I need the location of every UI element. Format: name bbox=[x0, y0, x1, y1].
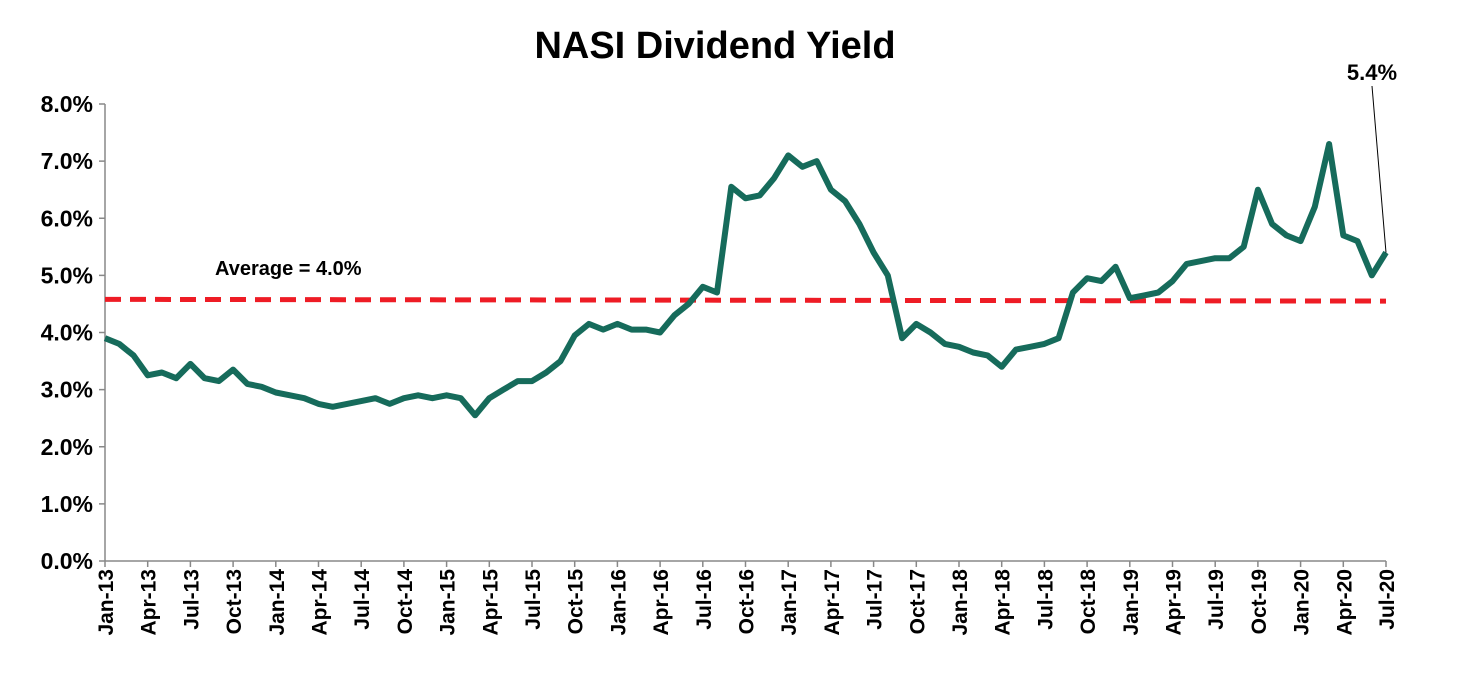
x-tick-label: Jul-14 bbox=[351, 569, 374, 630]
x-tick-label: Jul-16 bbox=[693, 569, 716, 630]
x-tick-label: Oct-14 bbox=[394, 569, 417, 635]
x-tick-label: Oct-18 bbox=[1077, 569, 1100, 635]
x-tick-label: Jan-18 bbox=[949, 569, 972, 636]
x-tick-label: Apr-19 bbox=[1163, 569, 1186, 636]
leader-line bbox=[1371, 85, 1387, 253]
x-tick-label: Jan-14 bbox=[266, 569, 289, 636]
x-tick-label: Apr-18 bbox=[992, 569, 1015, 636]
y-tick-label: 5.0% bbox=[41, 262, 93, 288]
x-tick-label: Jan-20 bbox=[1291, 569, 1314, 636]
y-tick-label: 4.0% bbox=[41, 320, 93, 346]
x-tick-label: Oct-17 bbox=[906, 569, 929, 634]
x-tick-label: Jan-19 bbox=[1120, 569, 1143, 636]
x-tick-label: Jan-13 bbox=[95, 569, 118, 636]
y-tick-label: 3.0% bbox=[41, 377, 93, 403]
y-tick-label: 8.0% bbox=[41, 91, 93, 117]
y-tick-label: 0.0% bbox=[41, 548, 93, 574]
x-tick-label: Jan-16 bbox=[607, 569, 630, 636]
x-tick-label: Apr-13 bbox=[138, 569, 161, 636]
x-tick-label: Jan-17 bbox=[778, 569, 801, 636]
x-tick-label: Jul-13 bbox=[180, 569, 203, 630]
x-tick-label: Apr-14 bbox=[309, 569, 332, 636]
y-tick-label: 7.0% bbox=[41, 148, 93, 174]
y-tick-label: 2.0% bbox=[41, 434, 93, 460]
x-tick-label: Apr-20 bbox=[1333, 569, 1356, 636]
x-tick-label: Apr-17 bbox=[821, 569, 844, 636]
chart-title: NASI Dividend Yield bbox=[534, 25, 895, 67]
x-tick-label: Jan-15 bbox=[437, 569, 460, 636]
x-tick-label: Oct-16 bbox=[736, 569, 759, 634]
y-tick-label: 6.0% bbox=[41, 205, 93, 231]
y-tick-label: 1.0% bbox=[41, 491, 93, 517]
x-tick-label: Jul-17 bbox=[864, 569, 887, 630]
x-tick-label: Jul-18 bbox=[1034, 569, 1057, 630]
x-tick-label: Oct-13 bbox=[223, 569, 246, 634]
x-tick-label: Jul-15 bbox=[522, 569, 545, 630]
x-tick-label: Oct-19 bbox=[1248, 569, 1271, 634]
x-tick-label: Jul-20 bbox=[1376, 569, 1399, 630]
reference-line bbox=[104, 296, 1387, 304]
x-tick-label: Oct-15 bbox=[565, 569, 588, 635]
x-tick-label: Apr-16 bbox=[650, 569, 673, 636]
end-value-label: 5.4% bbox=[1347, 60, 1397, 85]
line-series bbox=[103, 141, 1389, 419]
x-tick-label: Apr-15 bbox=[479, 569, 502, 636]
x-tick-label: Jul-19 bbox=[1205, 569, 1228, 630]
annotation: Average = 4.0% bbox=[215, 258, 362, 280]
